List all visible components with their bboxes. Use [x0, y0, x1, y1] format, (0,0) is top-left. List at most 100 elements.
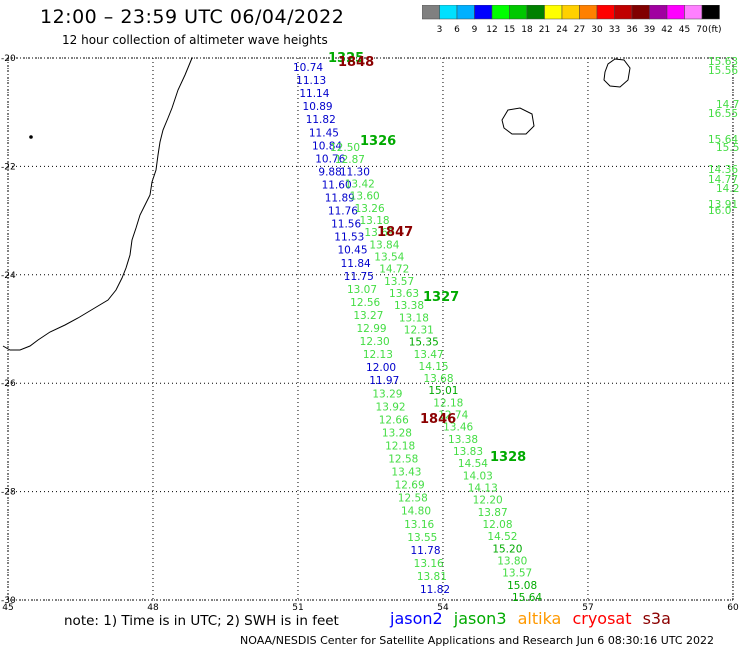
wave-height-value: 12.08 [482, 519, 512, 531]
latitude-label: -28 [1, 488, 16, 498]
latitude-label: -24 [1, 271, 16, 281]
longitude-label: 60 [727, 603, 739, 612]
wave-height-value: 13.84 [369, 239, 399, 251]
wave-height-value: 11.30 [340, 166, 370, 178]
wave-height-value: 13.54 [374, 251, 404, 263]
coastline [2, 57, 631, 351]
wave-height-value: 13.38 [394, 300, 424, 312]
wave-height-value: 15.08 [507, 580, 537, 592]
wave-height-value: 15.20 [492, 543, 522, 555]
wave-height-value: 14.72 [379, 264, 409, 276]
edge-wave-value: 14.77 [708, 174, 738, 186]
wave-height-value: 14.80 [401, 506, 431, 518]
pass-number-label: 1325 [328, 51, 364, 66]
wave-height-value: 12.50 [330, 142, 360, 154]
wave-height-value: 10.74 [293, 62, 323, 74]
longitude-label: 45 [2, 603, 13, 612]
wave-height-value: 13.26 [355, 203, 385, 215]
wave-height-value: 12.00 [366, 362, 396, 374]
wave-height-value: 14.03 [463, 470, 493, 482]
wave-height-value: 12.58 [398, 493, 428, 505]
wave-height-value: 12.87 [335, 154, 365, 166]
legend-s3a: s3a [642, 609, 671, 628]
wave-height-value: 13.60 [350, 191, 380, 203]
latitude-label: -26 [1, 379, 16, 389]
reunion-coast [501, 107, 535, 135]
longitude-label: 57 [582, 603, 593, 612]
satellite-legend: jason2 jason3 altika cryosat s3a [390, 609, 677, 628]
pass-number-label: 1847 [377, 225, 413, 240]
footnote: note: 1) Time is in UTC; 2) SWH is in fe… [64, 613, 339, 629]
wave-height-value: 12.69 [395, 480, 425, 492]
wave-height-value: 13.80 [497, 556, 527, 568]
edge-wave-value: 13.91 [708, 199, 738, 211]
wave-height-value: 13.47 [414, 349, 444, 361]
pass-number-label: 1327 [423, 290, 459, 305]
wave-height-value: 13.28 [382, 427, 412, 439]
wave-height-value: 11.56 [331, 219, 361, 231]
longitude-label: 54 [437, 603, 449, 612]
plot-frame [7, 57, 734, 601]
wave-height-value: 13.42 [345, 178, 375, 190]
edge-wave-value: 14.25 [716, 183, 740, 195]
wave-height-map: -20-22-24-26-28-30 45 48 51 54 57 60 10.7411.… [1, 51, 740, 612]
colorbar-tick-label: 36 [626, 25, 638, 35]
edge-wave-value: 14.77 [716, 99, 740, 111]
colorbar-tick-label: 45 [679, 25, 690, 35]
wave-height-value: 11.89 [325, 193, 355, 205]
wave-height-value: 13.29 [372, 388, 402, 400]
wave-height-value: 10.84 [312, 140, 342, 152]
wave-height-value: 11.13 [296, 75, 326, 87]
pass-number-label: 1846 [420, 412, 456, 427]
colorbar-swatch [701, 5, 720, 20]
map-subtitle: 12 hour collection of altimeter wave hei… [62, 33, 328, 47]
wave-height-value: 11.97 [369, 375, 399, 387]
wave-height-value: 12.56 [350, 297, 380, 309]
legend-cryosat: cryosat [572, 609, 632, 628]
wave-height-value: 13.87 [478, 507, 508, 519]
colorbar-tick-label: 70 [696, 25, 708, 35]
colorbar-tick-label: 39 [644, 25, 656, 35]
colorbar-tick-label: 42 [661, 25, 672, 35]
longitude-label: 51 [292, 603, 303, 612]
colorbar-tick-label: 3 [437, 25, 443, 35]
latitude-label: -30 [1, 596, 16, 606]
colorbar-tick-label: 18 [521, 25, 533, 35]
track-b-values: 12.5012.8711.3013.4213.6013.2613.1813.69… [330, 142, 542, 604]
wave-height-value: 11.45 [309, 127, 339, 139]
mauritius-coast [603, 58, 631, 88]
edge-values: 15.6315.5614.7716.5515.6415.5914.3614.77… [708, 56, 740, 217]
wave-height-value: 10.45 [337, 245, 367, 257]
wave-height-value: 13.81 [417, 571, 447, 583]
wave-height-value: 13.38 [448, 434, 478, 446]
track-a-values: 10.7411.1311.1410.8911.8211.4510.8410.76… [293, 62, 450, 596]
wave-height-value: 11.78 [410, 545, 440, 557]
wave-height-value: 13.69 [364, 227, 394, 239]
edge-wave-value: 15.64 [708, 134, 738, 146]
colorbar-tick-label: 9 [472, 25, 478, 35]
wave-height-value: 13.18 [360, 215, 390, 227]
wave-height-value: 12.99 [357, 323, 387, 335]
wave-height-value: 14.15 [419, 361, 449, 373]
wave-height-value: 13.07 [347, 284, 377, 296]
pass-number-label: 1328 [490, 450, 526, 465]
islet [29, 135, 33, 139]
wave-height-value: 13.55 [407, 532, 437, 544]
wave-height-value: 12.18 [385, 440, 415, 452]
wave-height-value: 13.57 [384, 276, 414, 288]
colorbar-tick-label: 15 [504, 25, 515, 35]
colorbar-tick-label: 33 [609, 25, 620, 35]
wave-height-value: 10.89 [303, 101, 333, 113]
wave-height-value: 13.63 [389, 288, 419, 300]
pass-number-label: 1848 [338, 55, 374, 70]
wave-height-value: 11.76 [328, 206, 358, 218]
wave-height-value: 10.76 [315, 153, 345, 165]
wave-height-value: 12.58 [388, 454, 418, 466]
wave-height-value: 12.66 [379, 414, 409, 426]
colorbar-legend: 3 6 9 12 15 18 21 24 27 30 33 36 39 42 45 70 (ft) [422, 5, 722, 35]
wave-height-value: 13.16 [414, 558, 444, 570]
wave-height-value: 11.53 [334, 232, 364, 244]
wave-height-value: 15.35 [409, 337, 439, 349]
legend-jason3: jason3 [453, 609, 507, 628]
wave-height-value: 13.68 [423, 373, 453, 385]
